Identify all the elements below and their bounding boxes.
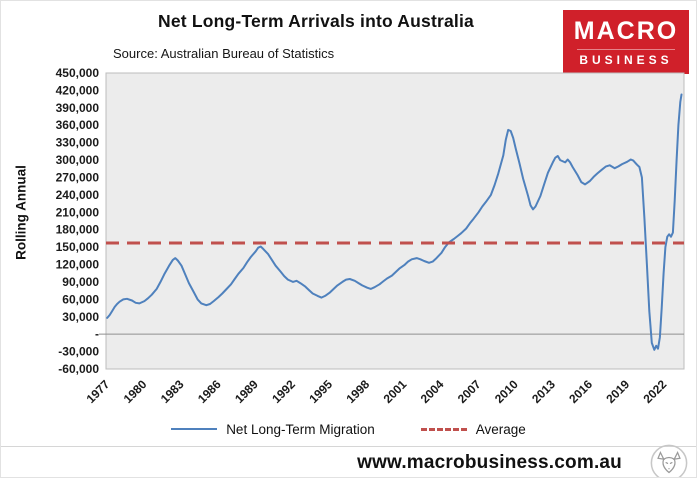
chart-canvas: 450,000 420,000 390,000 360,000 330,000 300,0… [56, 66, 685, 406]
legend-migration-label: Net Long-Term Migration [226, 421, 375, 437]
x-tick-label: 1977 [84, 377, 113, 406]
migration-line-series [106, 93, 683, 351]
logo-macro-text: MACRO [573, 17, 679, 45]
chart-title: Net Long-Term Arrivals into Australia [158, 11, 474, 31]
x-tick-label: 1989 [232, 377, 261, 406]
legend-item-migration: Net Long-Term Migration [171, 422, 375, 437]
average-dash-swatch-icon [420, 427, 467, 431]
x-tick-label: 2016 [566, 377, 595, 406]
x-tick-label: 2001 [381, 377, 410, 406]
y-tick-label: 360,000 [56, 118, 100, 132]
y-tick-label: 240,000 [56, 188, 100, 202]
chart-legend: Net Long-Term Migration Average [1, 414, 696, 444]
y-tick-label: 390,000 [56, 101, 100, 115]
y-tick-label: 90,000 [62, 275, 99, 289]
migration-line-swatch-icon [171, 428, 218, 430]
y-tick-label: 180,000 [56, 223, 100, 237]
x-tick-label: 2007 [455, 377, 484, 406]
x-tick-label: 2019 [603, 377, 632, 406]
x-tick-label: 1995 [306, 377, 335, 406]
x-tick-label: 1980 [121, 377, 150, 406]
x-tick-label: 1983 [158, 377, 187, 406]
y-tick-label: - [95, 327, 99, 341]
x-tick-label: 2013 [529, 377, 558, 406]
y-tick-label: 300,000 [56, 153, 100, 167]
x-tick-label: 2004 [418, 377, 447, 406]
legend-item-average: Average [420, 421, 526, 437]
website-url: www.macrobusiness.com.au [357, 452, 622, 473]
plot-area [105, 72, 685, 370]
x-tick-label: 1998 [343, 377, 372, 406]
y-tick-label: 450,000 [56, 66, 100, 80]
y-tick-label: 150,000 [56, 240, 100, 254]
x-tick-label: 2010 [492, 377, 521, 406]
wolf-logo-icon [650, 444, 688, 477]
y-tick-label: -60,000 [58, 362, 99, 376]
y-tick-label: 30,000 [62, 310, 99, 324]
y-tick-label: -30,000 [58, 345, 99, 359]
y-tick-label: 60,000 [62, 292, 99, 306]
logo-business-text: BUSINESS [579, 53, 673, 67]
macrobusiness-logo: MACRO BUSINESS [563, 10, 689, 74]
x-tick-label: 1986 [195, 377, 224, 406]
x-tick-label: 1992 [269, 377, 298, 406]
y-tick-label: 420,000 [56, 83, 100, 97]
x-tick-label: 2022 [641, 377, 670, 406]
y-tick-label: 270,000 [56, 170, 100, 184]
y-tick-label: 210,000 [56, 205, 100, 219]
legend-average-label: Average [475, 421, 526, 437]
chart-source: Source: Australian Bureau of Statistics [113, 46, 335, 61]
logo-divider [577, 49, 675, 50]
footer-bar: www.macrobusiness.com.au [1, 444, 696, 477]
y-tick-label: 120,000 [56, 258, 100, 272]
y-tick-label: 330,000 [56, 136, 100, 150]
